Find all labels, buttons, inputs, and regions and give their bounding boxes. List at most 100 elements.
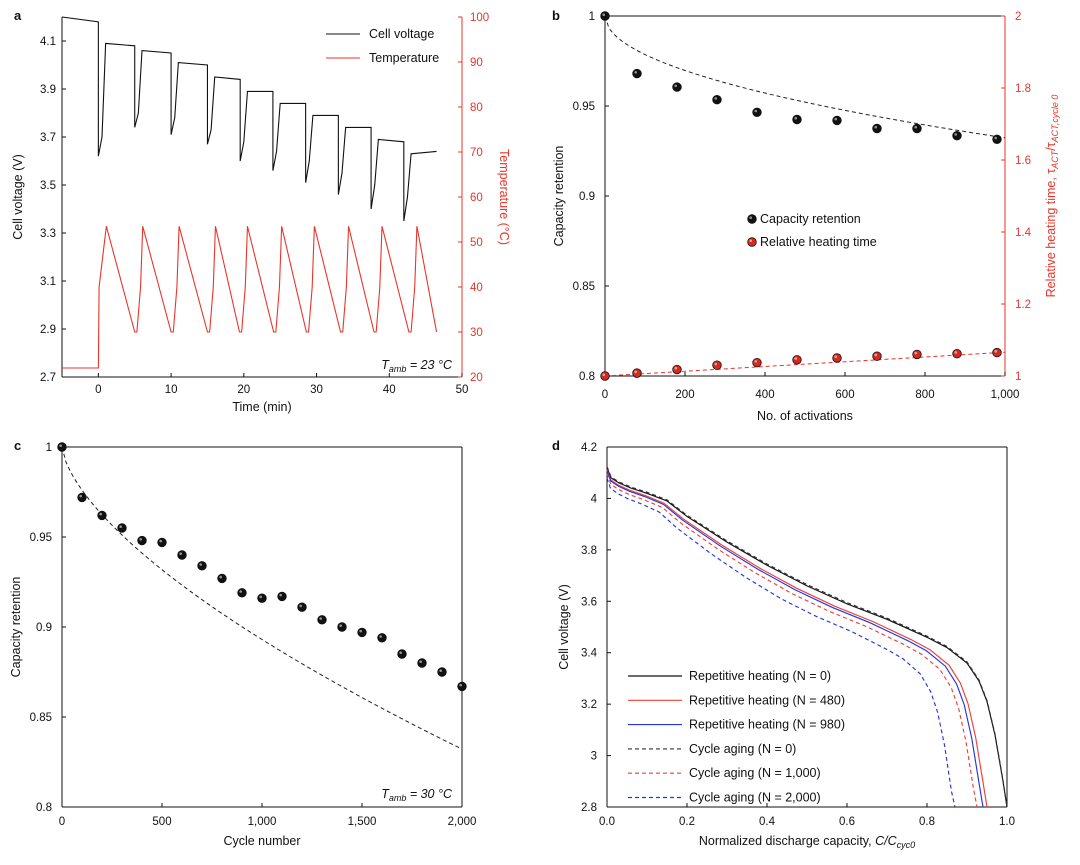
panel-b-y-label: Capacity retention	[552, 146, 566, 247]
panel-a-y2-tick-label: 60	[470, 192, 483, 204]
panel-a-y2-tick-label: 30	[470, 327, 483, 339]
panel-d-x-tick-label: 0.0	[599, 816, 615, 828]
panel-b-x-tick-label: 800	[915, 389, 934, 401]
heating-time-point	[832, 353, 842, 363]
panel-d-x-tick-label: 0.4	[759, 816, 776, 828]
discharge-curve-4	[606, 473, 978, 808]
discharge-curve-0	[606, 467, 1008, 808]
panel-d-x-tick-label: 0.2	[679, 816, 695, 828]
panel-c-point-highlight	[119, 525, 122, 528]
panel-a-y-label: Cell voltage (V)	[11, 154, 25, 239]
panel-c-y-tick-label: 0.9	[36, 622, 52, 634]
panel-c-point-highlight	[99, 512, 102, 516]
panel-c-point	[297, 602, 307, 612]
heating-time-point-highlight	[994, 350, 997, 353]
heating-time-point-highlight	[874, 353, 877, 357]
capacity-retention-point-highlight	[954, 133, 957, 136]
heating-time-point	[600, 371, 610, 381]
panel-b-y2-tick-label: 1.2	[1015, 299, 1031, 311]
panel-c-point	[117, 523, 127, 533]
capacity-retention-point	[632, 68, 642, 79]
panel-b: b 0 200 400 600 800 1,000 0.8 0.85 0.9 0.95 1 1 1.2 1.…	[552, 8, 1060, 423]
panel-c-point-highlight	[339, 624, 343, 627]
panel-c-point	[337, 622, 347, 632]
heating-time-point	[632, 368, 642, 378]
panel-label-a: a	[14, 8, 22, 23]
panel-b-x-label: No. of activations	[757, 409, 853, 423]
heating-time-point	[952, 348, 962, 359]
panel-d-y-tick-label: 3	[591, 751, 597, 763]
capacity-retention-point-highlight	[714, 97, 717, 100]
capacity-retention-point	[872, 123, 882, 134]
legend-capacity-label: Capacity retention	[760, 212, 861, 226]
panel-a-y2-tick-label: 50	[470, 237, 483, 249]
panel-c-x-tick-label: 2,000	[448, 816, 477, 828]
panel-c-point	[177, 550, 187, 560]
heating-time-point	[912, 349, 922, 360]
capacity-retention-point-highlight	[994, 136, 997, 140]
panel-c-point	[417, 658, 427, 668]
heating-time-point	[992, 347, 1002, 358]
capacity-retention-point	[952, 130, 962, 141]
panel-c-point-highlight	[79, 494, 82, 498]
panel-a-y2-tick-label: 70	[470, 147, 483, 159]
panel-c-point-highlight	[139, 538, 142, 541]
capacity-retention-point-highlight	[834, 117, 837, 121]
heating-time-point	[672, 364, 682, 375]
panel-b-y2-tick-label: 1.4	[1015, 227, 1032, 239]
panel-c-point-highlight	[299, 604, 303, 608]
panel-b-x-tick-label: 600	[835, 389, 854, 401]
panel-d-y-tick-label: 3.4	[581, 648, 598, 660]
panel-a-y-tick-label: 3.1	[40, 276, 56, 288]
capacity-retention-point	[832, 115, 842, 126]
panel-c-point-highlight	[379, 635, 383, 638]
panel-b-x-tick-label: 200	[675, 389, 694, 401]
panel-a-y2-tick-label: 40	[470, 282, 483, 294]
panel-c-x-tick-label: 1,500	[348, 816, 377, 828]
heating-time-point-highlight	[914, 351, 917, 355]
panel-d-y-tick-label: 2.8	[581, 802, 597, 814]
panel-c-point	[237, 588, 247, 598]
panel-b-y2-tick-label: 2	[1015, 11, 1021, 23]
panel-c-y-tick-label: 1	[46, 442, 52, 454]
legend-label-0: Repetitive heating (N = 0)	[689, 669, 831, 683]
heating-time-point-highlight	[674, 366, 677, 370]
heating-time-point	[872, 351, 882, 361]
legend-label-1: Repetitive heating (N = 480)	[689, 693, 845, 707]
heating-time-point-highlight	[954, 351, 957, 354]
panel-c-point-highlight	[159, 539, 162, 543]
panel-d-x-tick-label: 0.8	[919, 816, 935, 828]
panel-c-point-highlight	[259, 595, 263, 599]
capacity-retention-point-highlight	[754, 109, 757, 113]
panel-c-point	[437, 667, 447, 677]
panel-a-y2-tick-label: 90	[470, 57, 483, 69]
panel-a-y2-tick-label: 80	[470, 102, 483, 114]
panel-c-point-highlight	[399, 651, 403, 654]
panel-c-point-highlight	[199, 563, 202, 566]
panel-a-annotation: Tamb = 23 °C	[381, 358, 453, 374]
panel-c-fit-curve	[61, 446, 463, 750]
capacity-retention-point-highlight	[634, 71, 637, 74]
heating-time-point-highlight	[834, 355, 837, 359]
panel-d-y-label: Cell voltage (V)	[557, 584, 571, 669]
heating-time-point	[792, 355, 802, 365]
panel-d-y-tick-label: 4.2	[581, 442, 597, 454]
panel-c-y-tick-label: 0.8	[36, 802, 52, 814]
panel-b-y-tick-label: 0.8	[579, 371, 595, 383]
panel-label-c: c	[14, 438, 21, 453]
panel-c-point	[317, 615, 327, 625]
panel-a-y-tick-label: 3.7	[40, 132, 56, 144]
discharge-curve-5	[606, 477, 956, 808]
panel-c-point	[157, 537, 167, 548]
legend-heating-marker	[747, 237, 757, 247]
capacity-fit-curve	[604, 15, 1006, 139]
panel-a-x-tick-label: 0	[95, 384, 101, 396]
panel-d-x-label: Normalized discharge capacity, C/Ccyc0	[699, 834, 915, 850]
heating-time-point-highlight	[714, 362, 717, 366]
capacity-retention-point	[752, 107, 762, 118]
panel-b-y-tick-label: 0.85	[573, 281, 595, 293]
panel-c-point	[57, 442, 67, 452]
panel-a-x-tick-label: 30	[310, 384, 323, 396]
heating-time-point	[712, 360, 722, 370]
